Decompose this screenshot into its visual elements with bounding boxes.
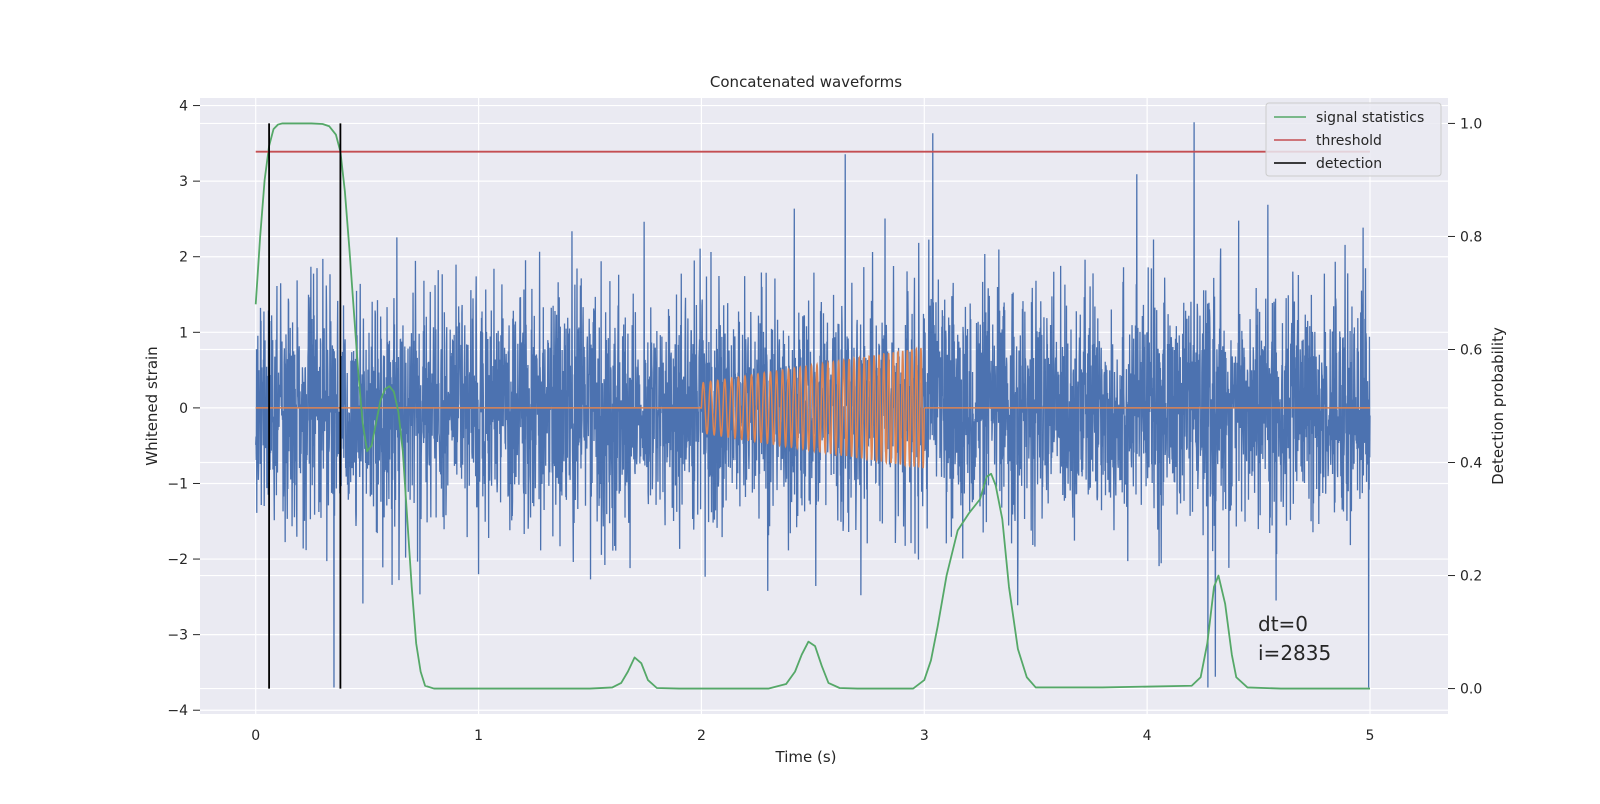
y2-tick-label: 1.0 xyxy=(1460,116,1482,132)
y2-tick-label: 0.2 xyxy=(1460,569,1482,585)
legend-label-detection: detection xyxy=(1316,156,1382,172)
annotation-index: i=2835 xyxy=(1258,641,1331,665)
legend-label-threshold: threshold xyxy=(1316,133,1382,149)
legend: signal statistics threshold detection xyxy=(1265,102,1442,177)
strain-noise-line xyxy=(255,122,1371,688)
y2-tick-label: 0.8 xyxy=(1460,229,1482,245)
y-tick-label: −3 xyxy=(167,628,188,644)
y-tick-label: 1 xyxy=(179,325,188,341)
x-tick-label: 4 xyxy=(1143,728,1152,744)
x-axis-label: Time (s) xyxy=(775,748,837,766)
annotation-dt: dt=0 xyxy=(1258,612,1308,636)
y-tick-label: 4 xyxy=(179,99,188,115)
x-tick-label: 5 xyxy=(1366,728,1375,744)
y2-tick-label: 0.6 xyxy=(1460,342,1482,358)
x-tick-label: 0 xyxy=(251,728,260,744)
y2-tick-label: 0.0 xyxy=(1460,682,1482,698)
x-tick-label: 1 xyxy=(474,728,483,744)
y-axis-label: Whitened strain xyxy=(143,346,161,465)
y-tick-label: −1 xyxy=(167,476,188,492)
left-axis-ticks: 4 3 2 1 0 −1 −2 −3 −4 xyxy=(167,99,200,719)
series-layer xyxy=(254,122,1371,690)
annotation-box: dt=0 i=2835 xyxy=(1258,612,1331,665)
y-tick-label: 0 xyxy=(179,401,188,417)
y2-tick-label: 0.4 xyxy=(1460,456,1482,472)
y-tick-label: 3 xyxy=(179,174,188,190)
chart-title: Concatenated waveforms xyxy=(710,73,902,91)
y-tick-label: 2 xyxy=(179,250,188,266)
legend-frame xyxy=(1265,102,1442,177)
signal-statistics-line xyxy=(254,122,1370,690)
x-tick-label: 3 xyxy=(920,728,929,744)
y-tick-label: −4 xyxy=(167,703,188,719)
bottom-axis-ticks: 0 1 2 3 4 5 xyxy=(251,728,1374,744)
right-axis-ticks: 1.0 0.8 0.6 0.4 0.2 0.0 xyxy=(1448,116,1482,698)
legend-label-signal-statistics: signal statistics xyxy=(1316,110,1424,126)
injected-chirp-line xyxy=(255,346,1370,469)
y2-axis-label: Detection probability xyxy=(1489,327,1507,485)
y-tick-label: −2 xyxy=(167,552,188,568)
x-tick-label: 2 xyxy=(697,728,706,744)
